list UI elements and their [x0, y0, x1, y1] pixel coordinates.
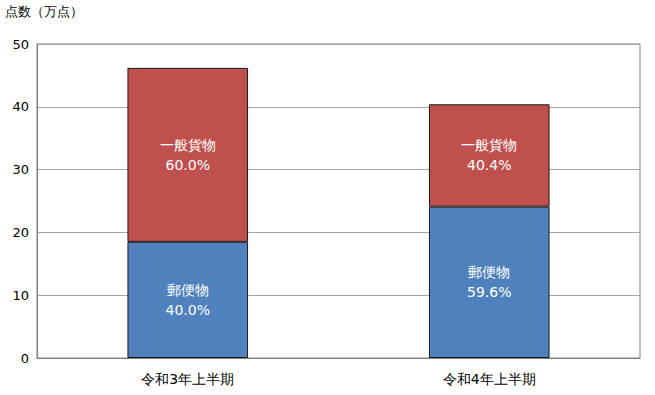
svg-text:10: 10 — [12, 288, 29, 303]
svg-text:令和3年上半期: 令和3年上半期 — [141, 371, 234, 387]
svg-text:令和4年上半期: 令和4年上半期 — [443, 371, 536, 387]
svg-text:0: 0 — [21, 351, 29, 366]
svg-text:40.4%: 40.4% — [467, 157, 511, 173]
svg-text:40.0%: 40.0% — [166, 302, 210, 318]
svg-text:30: 30 — [12, 162, 29, 177]
svg-text:点数（万点）: 点数（万点） — [5, 4, 83, 19]
svg-text:40: 40 — [12, 99, 29, 114]
svg-text:60.0%: 60.0% — [166, 157, 210, 173]
svg-text:郵便物: 郵便物 — [468, 264, 510, 280]
svg-text:20: 20 — [12, 225, 29, 240]
svg-text:郵便物: 郵便物 — [167, 282, 209, 298]
svg-text:50: 50 — [12, 37, 29, 52]
svg-text:一般貨物: 一般貨物 — [461, 137, 517, 153]
svg-text:一般貨物: 一般貨物 — [160, 137, 216, 153]
svg-text:59.6%: 59.6% — [467, 284, 511, 300]
